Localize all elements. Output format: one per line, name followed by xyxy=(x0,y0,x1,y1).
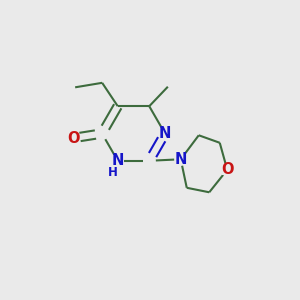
Text: N: N xyxy=(159,126,171,141)
FancyBboxPatch shape xyxy=(112,155,124,166)
Text: O: O xyxy=(67,130,80,146)
Text: N: N xyxy=(112,153,124,168)
FancyBboxPatch shape xyxy=(175,154,187,165)
FancyBboxPatch shape xyxy=(221,164,233,176)
FancyBboxPatch shape xyxy=(159,128,171,139)
Text: O: O xyxy=(221,162,233,177)
Text: H: H xyxy=(107,166,117,179)
Text: N: N xyxy=(175,152,187,167)
FancyBboxPatch shape xyxy=(68,132,79,144)
